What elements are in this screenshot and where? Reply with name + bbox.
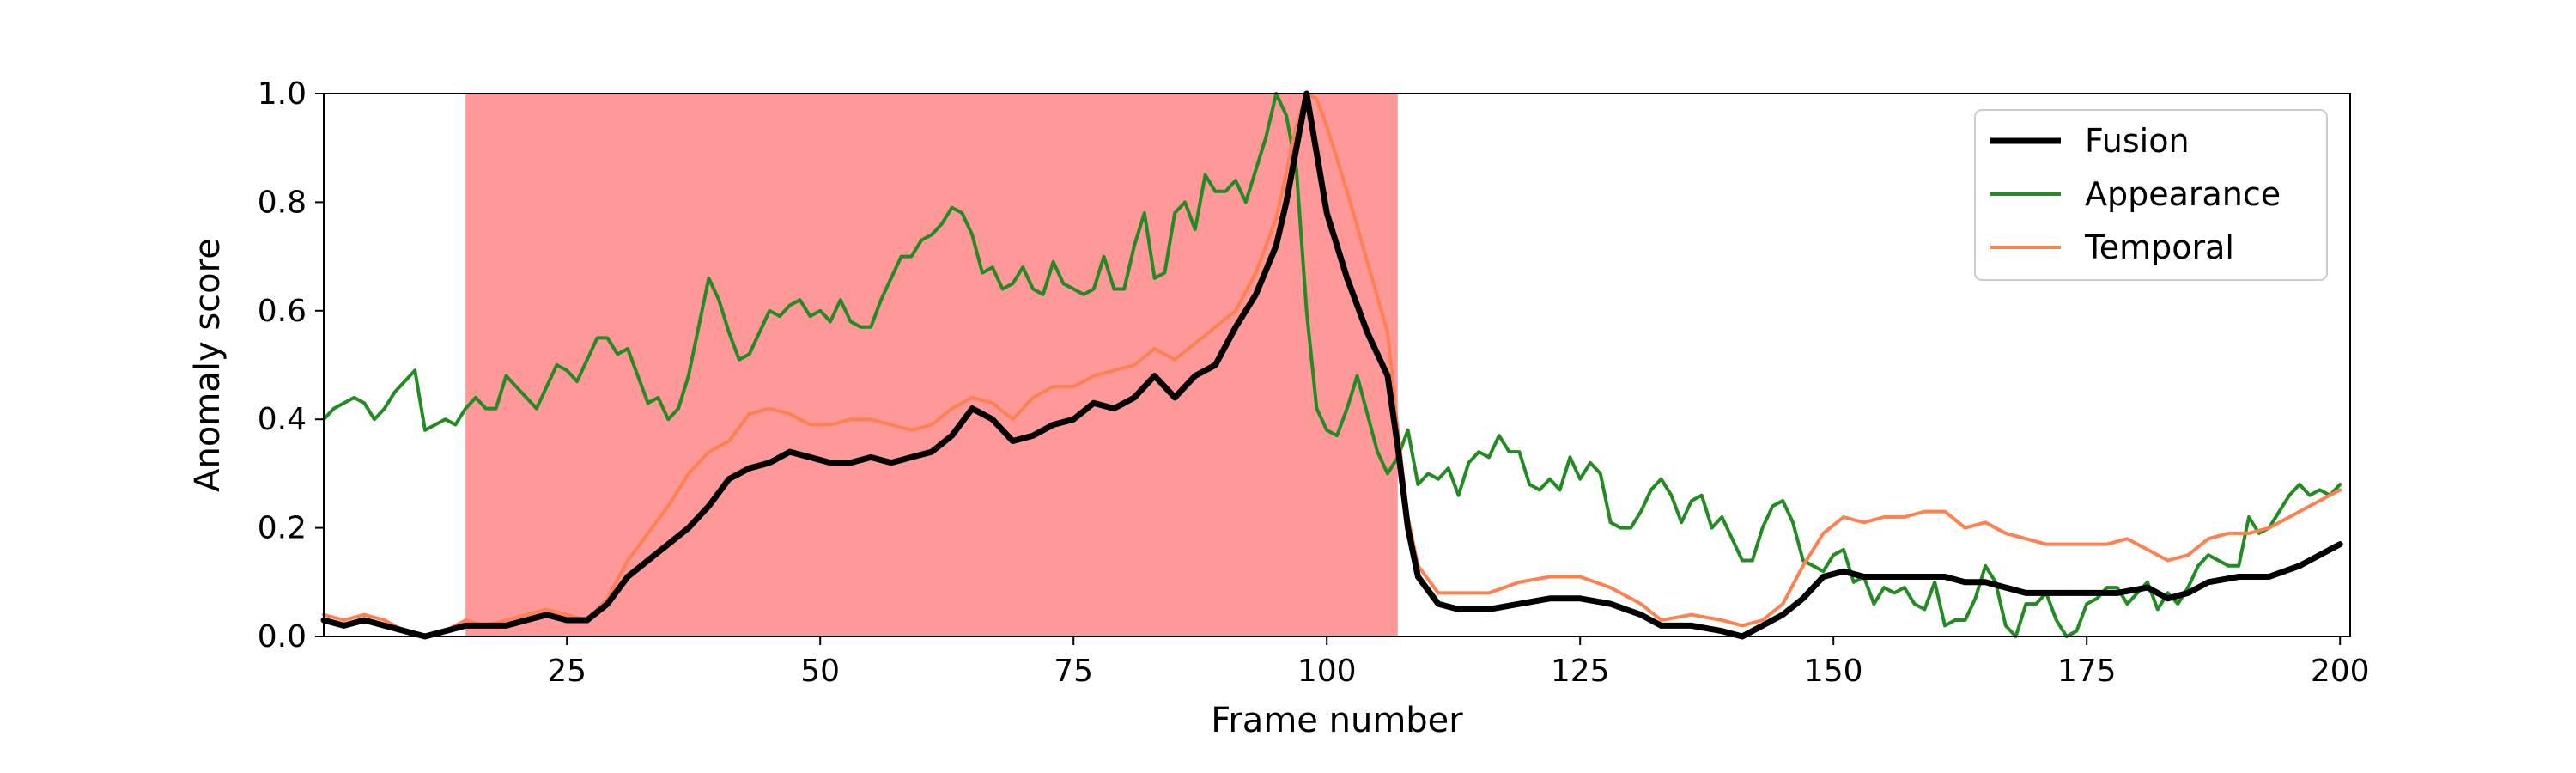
x-tick-label: 175 bbox=[2057, 654, 2117, 689]
series-line-appearance bbox=[322, 92, 2342, 638]
legend: Fusion Appearance Temporal bbox=[1974, 109, 2328, 281]
x-tick-label: 25 bbox=[547, 654, 586, 689]
y-tick-label: 0.6 bbox=[258, 294, 307, 329]
x-axis-title: Frame number bbox=[1211, 701, 1463, 740]
y-tick-label: 0.8 bbox=[258, 185, 307, 220]
x-tick-label: 75 bbox=[1054, 654, 1093, 689]
legend-label-fusion: Fusion bbox=[2085, 122, 2190, 160]
legend-label-appearance: Appearance bbox=[2085, 175, 2281, 213]
y-tick-label: 0.2 bbox=[258, 511, 307, 546]
x-tick-label: 125 bbox=[1551, 654, 1610, 689]
y-axis-title: Anomaly score bbox=[188, 238, 228, 492]
x-axis: 25 50 75 100 125 150 175 200 bbox=[547, 636, 2370, 689]
x-tick-label: 100 bbox=[1297, 654, 1357, 689]
y-axis: 0.0 0.2 0.4 0.6 0.8 1.0 bbox=[258, 76, 324, 654]
series-line-fusion bbox=[320, 90, 2343, 640]
legend-label-temporal: Temporal bbox=[2084, 228, 2234, 266]
legend-box bbox=[1974, 109, 2328, 281]
y-tick-label: 0.0 bbox=[258, 619, 307, 654]
y-tick-label: 1.0 bbox=[258, 76, 307, 112]
y-tick-label: 0.4 bbox=[258, 402, 307, 437]
plot-area bbox=[320, 90, 2351, 640]
x-tick-label: 200 bbox=[2311, 654, 2370, 689]
x-tick-label: 150 bbox=[1804, 654, 1863, 689]
x-tick-label: 50 bbox=[800, 654, 840, 689]
anomaly-region bbox=[465, 94, 1398, 636]
plot-frame bbox=[323, 93, 2351, 637]
